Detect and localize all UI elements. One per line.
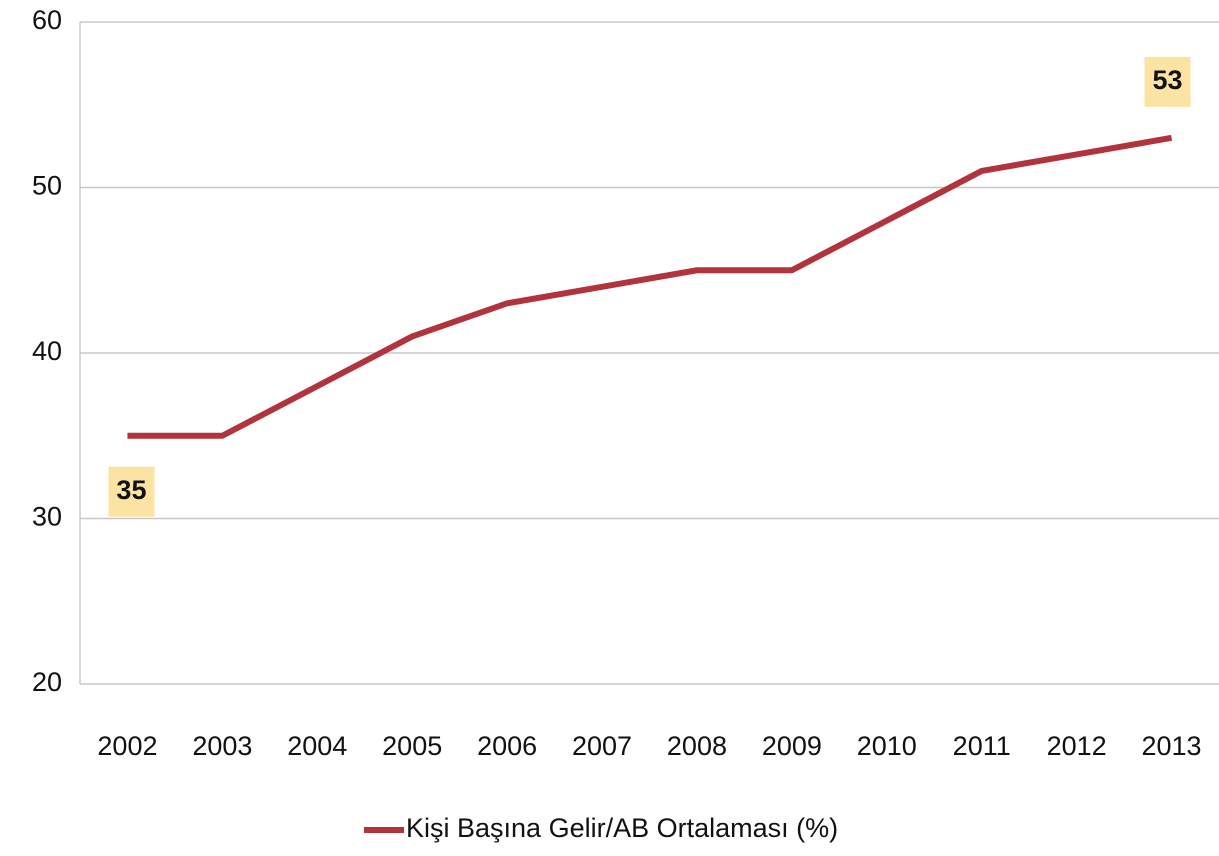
y-tick-label: 30: [32, 502, 62, 532]
x-tick-label: 2005: [382, 731, 442, 761]
x-tick-label: 2012: [1047, 731, 1107, 761]
x-tick-label: 2004: [287, 731, 347, 761]
series-line: [127, 134, 1173, 439]
data-label: 35: [116, 475, 146, 505]
x-tick-label: 2003: [192, 731, 252, 761]
y-tick-label: 20: [32, 667, 62, 697]
x-tick-label: 2009: [762, 731, 822, 761]
y-tick-label: 50: [32, 171, 62, 201]
y-tick-label: 40: [32, 336, 62, 366]
x-tick-label: 2008: [667, 731, 727, 761]
y-tick-label: 60: [32, 5, 62, 35]
x-tick-label: 2011: [953, 731, 1011, 761]
data-label-box: [1144, 56, 1191, 107]
x-tick-label: 2007: [572, 731, 632, 761]
x-tick-label: 2002: [97, 731, 157, 761]
legend-label: Kişi Başına Gelir/AB Ortalaması (%): [406, 813, 838, 843]
data-label: 53: [1153, 65, 1183, 95]
x-tick-label: 2010: [857, 731, 917, 761]
x-tick-label: 2013: [1142, 731, 1202, 761]
x-tick-label: 2006: [477, 731, 537, 761]
data-label-box: [108, 466, 155, 517]
